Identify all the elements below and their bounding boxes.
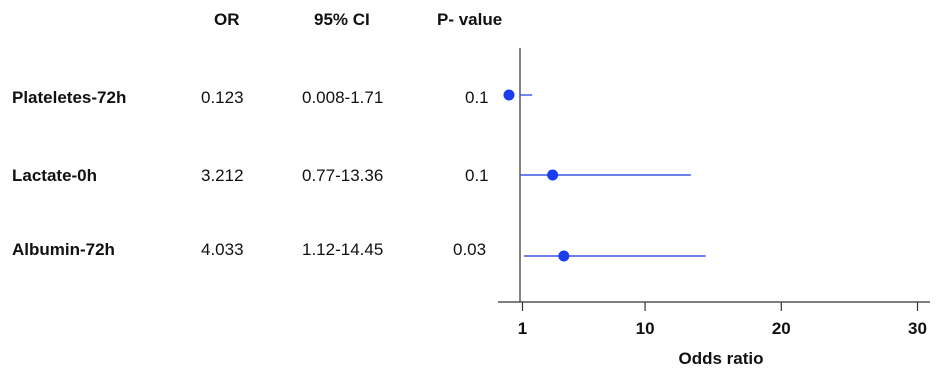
p-value: 0.1 xyxy=(465,88,489,107)
header-p-value: P- value xyxy=(437,10,503,29)
x-tick-label: 1 xyxy=(518,319,527,338)
ci-value: 0.008-1.71 xyxy=(302,88,384,107)
or-value: 4.033 xyxy=(201,240,244,259)
header-ci: 95% CI xyxy=(314,10,370,29)
or-point xyxy=(558,250,570,262)
row-label: Lactate-0h xyxy=(12,166,98,185)
or-point xyxy=(547,169,559,181)
row-label: Plateletes-72h xyxy=(12,88,127,107)
x-tick-label: 10 xyxy=(636,319,655,338)
x-tick-label: 30 xyxy=(908,319,927,338)
ci-value: 1.12-14.45 xyxy=(302,240,384,259)
row-label: Albumin-72h xyxy=(12,240,115,259)
or-value: 0.123 xyxy=(201,88,244,107)
header-or: OR xyxy=(214,10,240,29)
or-point xyxy=(503,89,515,101)
p-value: 0.03 xyxy=(453,240,487,259)
p-value: 0.1 xyxy=(465,166,489,185)
ci-value: 0.77-13.36 xyxy=(302,166,384,185)
x-axis-title: Odds ratio xyxy=(678,349,763,368)
x-tick-label: 20 xyxy=(772,319,791,338)
or-value: 3.212 xyxy=(201,166,244,185)
